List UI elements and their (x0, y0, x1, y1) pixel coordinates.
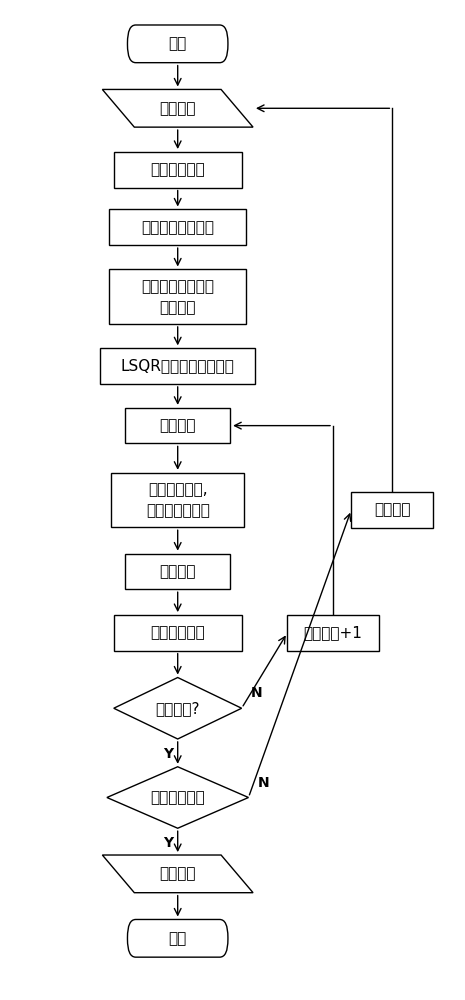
Bar (351, 492, 433, 528)
Polygon shape (102, 89, 253, 127)
Bar (114, 152, 242, 188)
Text: LSQR求解方程（多炮）: LSQR求解方程（多炮） (121, 359, 235, 374)
Text: 构造阻抗矩阵: 构造阻抗矩阵 (150, 162, 205, 177)
FancyBboxPatch shape (127, 919, 228, 957)
Text: 输出数据: 输出数据 (159, 866, 196, 881)
Bar (114, 615, 242, 651)
Text: 输入数据: 输入数据 (159, 101, 196, 116)
Text: 阻抗矩阵压缩存储: 阻抗矩阵压缩存储 (141, 220, 214, 235)
Text: 结束: 结束 (169, 931, 187, 946)
Text: N: N (251, 686, 262, 700)
Bar (125, 554, 230, 589)
Text: N: N (258, 776, 269, 790)
Text: 计算步长: 计算步长 (159, 564, 196, 579)
Text: 更新速度模型: 更新速度模型 (150, 625, 205, 640)
FancyBboxPatch shape (127, 25, 228, 63)
Bar (112, 473, 244, 527)
Text: Y: Y (164, 836, 173, 850)
Bar (109, 269, 246, 324)
Bar (125, 408, 230, 443)
Text: 复阻抗矩阵展开为
实数矩阵: 复阻抗矩阵展开为 实数矩阵 (141, 279, 214, 315)
Text: 下个频率: 下个频率 (374, 502, 411, 517)
Text: 计算残差波场,
逆传波场，梯度: 计算残差波场, 逆传波场，梯度 (146, 482, 210, 518)
Text: Y: Y (164, 747, 173, 761)
Polygon shape (107, 767, 248, 828)
Text: 数值模拟: 数值模拟 (159, 418, 196, 433)
Text: 开始: 开始 (169, 36, 187, 51)
Polygon shape (114, 678, 242, 739)
Text: 迭代次数+1: 迭代次数+1 (304, 625, 362, 640)
Bar (287, 615, 379, 651)
Text: 频率是否完成: 频率是否完成 (150, 790, 205, 805)
Bar (109, 209, 246, 245)
Bar (100, 348, 255, 384)
Text: 迭代停止?: 迭代停止? (155, 701, 200, 716)
Polygon shape (102, 855, 253, 893)
